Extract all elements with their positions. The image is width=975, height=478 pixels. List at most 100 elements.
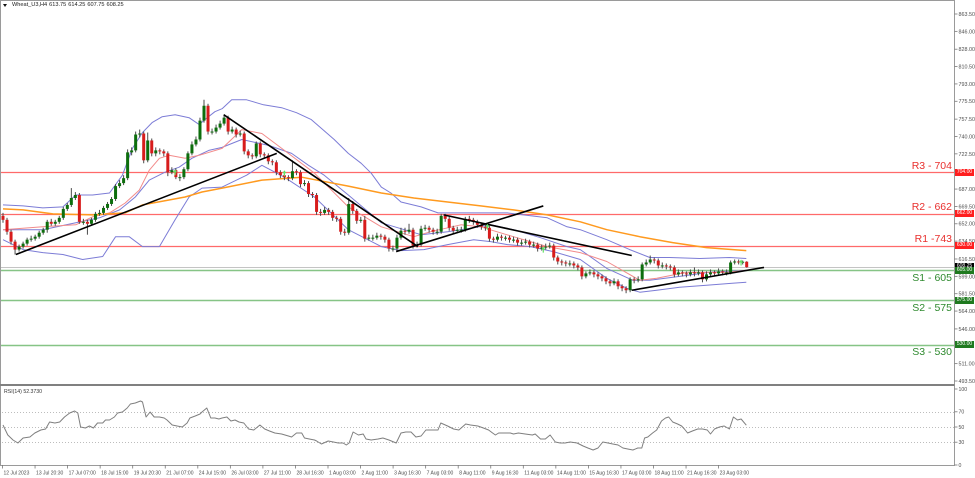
trendlines (15, 114, 765, 292)
candle (17, 244, 21, 252)
candle (684, 271, 688, 278)
rsi-tick-label: 100 (959, 387, 968, 393)
candle (680, 270, 684, 277)
candle (174, 168, 178, 180)
time-tick-label: 7 Aug 03:00 (427, 471, 454, 477)
candle (102, 205, 105, 215)
candle (142, 131, 146, 164)
candle (242, 131, 246, 155)
downtrend-2-trendline[interactable] (443, 214, 632, 257)
candle (560, 259, 564, 266)
candle (230, 126, 234, 134)
price-axis[interactable]: 863.50 846.00 828.00 810.50 793.00 775.50 757.… (954, 0, 975, 465)
bollinger-middle-line (3, 139, 747, 281)
candle (487, 225, 491, 242)
candle (592, 270, 596, 278)
time-tick-label: 28 Jul 16:30 (296, 471, 323, 477)
candle (33, 234, 37, 241)
candle (676, 269, 680, 277)
candle (624, 286, 628, 294)
candle (508, 235, 512, 243)
candle (327, 207, 331, 215)
price-tick-label: 616.50 (959, 257, 975, 263)
candle (371, 234, 375, 241)
candle (25, 237, 29, 246)
ohlc-high: 614.25 (68, 2, 86, 8)
candle (628, 277, 632, 293)
candle (303, 180, 306, 187)
candle (41, 227, 45, 235)
candle (620, 284, 624, 292)
candle (672, 265, 676, 278)
price-tick-label: 599.00 (959, 274, 975, 280)
rsi-tick-label: 30 (959, 440, 965, 446)
candle (660, 262, 664, 269)
candle (355, 208, 359, 224)
candle (532, 241, 536, 248)
candle (387, 237, 391, 252)
candle (745, 261, 749, 268)
candle (696, 269, 700, 276)
up-arrow-marker-icon (541, 246, 546, 253)
candle (600, 274, 604, 282)
level-label-s1: S1 - 605 (912, 271, 952, 284)
candle (319, 208, 323, 216)
candle (367, 234, 371, 241)
candle (383, 234, 387, 243)
candle (150, 138, 154, 157)
time-tick-label: 23 Aug 03:00 (720, 471, 750, 477)
uptrend-1-trendline[interactable] (15, 152, 278, 256)
up-arrow-marker-icon (485, 223, 490, 230)
candle (580, 265, 584, 280)
candle (656, 258, 660, 269)
candle (222, 114, 226, 126)
price-box-s1: 605.00 (955, 266, 974, 274)
candle (57, 215, 61, 224)
candle (45, 219, 49, 233)
candle (395, 234, 399, 251)
price-tick-label: 669.50 (959, 204, 975, 210)
candlestick-series (1, 99, 749, 294)
price-tick-label: 846.00 (959, 29, 975, 35)
candle (616, 279, 620, 290)
candle (178, 174, 182, 182)
time-tick-label: 21 Jul 07:00 (166, 471, 193, 477)
downtrend-1-trendline[interactable] (223, 114, 419, 248)
time-tick-label: 19 Jul 20:30 (134, 471, 161, 477)
uptrend-2-trendline[interactable] (395, 205, 544, 253)
candle (343, 228, 347, 236)
uptrend-3-trendline[interactable] (631, 266, 765, 292)
candle (226, 115, 230, 135)
chart-header: Wheat_U3,H4 613.75 614.25 607.75 608.25 (3, 2, 124, 9)
candle (190, 141, 194, 156)
price-box-s2: 575.00 (955, 296, 974, 304)
candle (375, 232, 379, 240)
candle (286, 175, 290, 182)
candle (77, 193, 81, 224)
rsi-tick-label: 0 (959, 463, 962, 469)
candle (194, 136, 198, 147)
candle (640, 262, 644, 282)
price-tick-label: 775.50 (959, 99, 975, 105)
candle (146, 132, 150, 163)
level-label-r2: R2 - 662 (911, 201, 952, 214)
level-label-r3: R3 - 704 (911, 159, 952, 172)
time-axis[interactable]: 12 Jul 2023 13 Jul 20:30 17 Jul 07:00 18 Ju… (2, 465, 750, 477)
candle (467, 215, 471, 223)
candle (49, 218, 53, 226)
rsi-tick-label: 50 (959, 425, 965, 431)
time-tick-label: 18 Aug 11:00 (655, 471, 684, 477)
candle (379, 233, 383, 240)
candle (692, 267, 696, 277)
candle (210, 128, 214, 135)
candle (97, 209, 101, 216)
candle (688, 269, 692, 277)
candle (608, 279, 612, 287)
candle (37, 230, 41, 239)
candle (186, 151, 190, 172)
candle (130, 147, 134, 156)
price-tick-label: 511.00 (959, 362, 975, 368)
candle (652, 257, 656, 264)
rsi-indicator-panel[interactable]: RSI(14) 52.3730 100 70 50 30 0 (0, 384, 968, 469)
